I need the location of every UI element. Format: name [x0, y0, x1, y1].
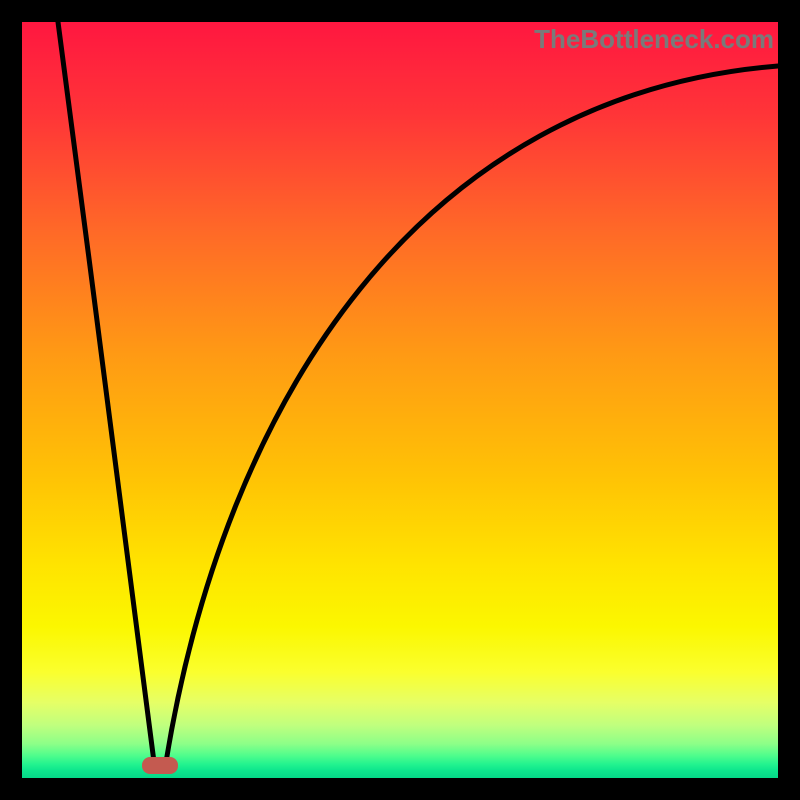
dip-marker [142, 757, 178, 774]
chart-container: TheBottleneck.com [0, 0, 800, 800]
curve-layer [0, 0, 800, 800]
watermark-text: TheBottleneck.com [534, 24, 774, 55]
